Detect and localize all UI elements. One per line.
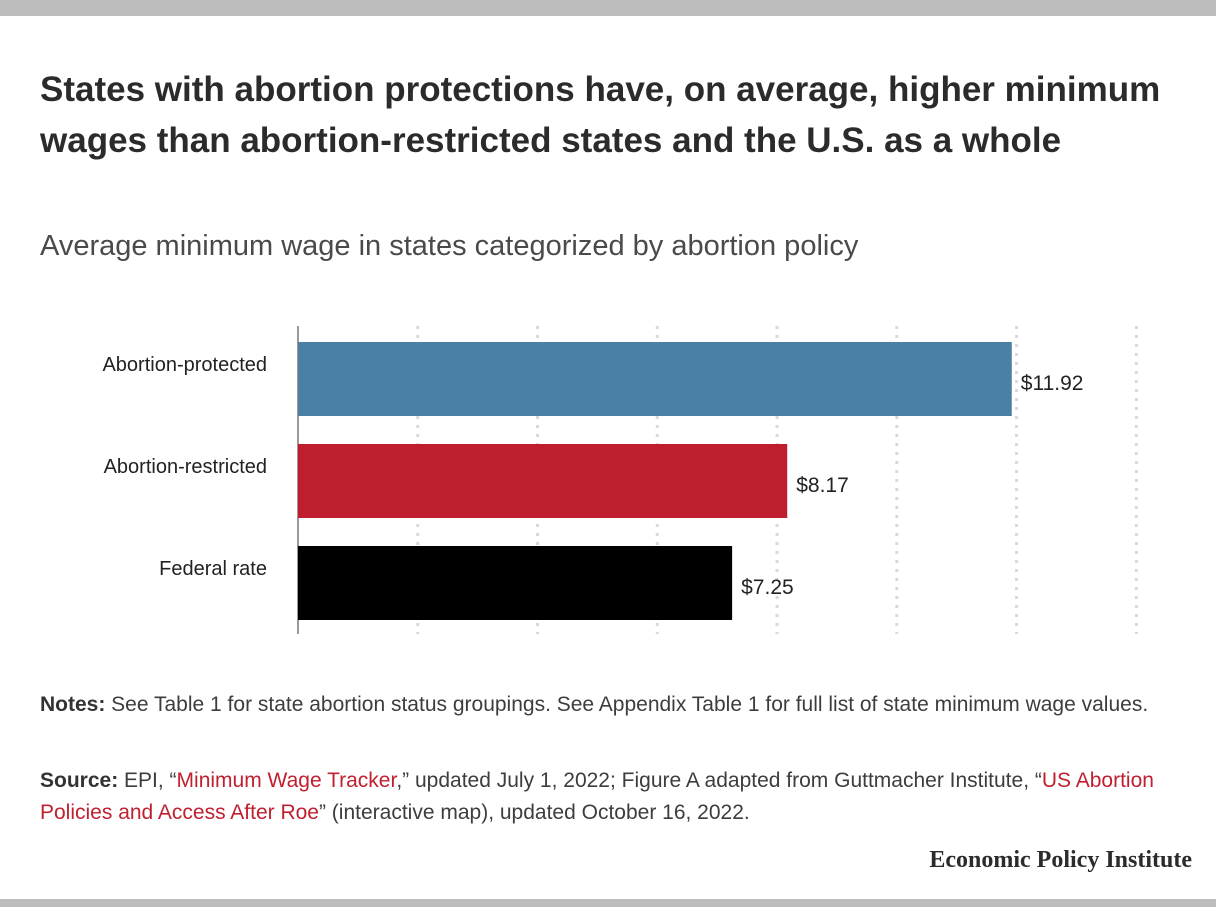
bar-federal-rate: [298, 546, 733, 620]
minimum-wage-tracker-link[interactable]: Minimum Wage Tracker: [176, 769, 397, 792]
bar-chart: Abortion-protected $11.92 Abortion-restric…: [102, 326, 1138, 634]
source-text-3: ” (interactive map), updated October 16,…: [318, 801, 750, 824]
value-label: $8.17: [796, 474, 849, 497]
top-band: [0, 0, 1216, 16]
bars: Abortion-protected $11.92 Abortion-restric…: [102, 342, 1083, 620]
chart-title: States with abortion protections have, o…: [40, 70, 1161, 160]
source: Source: EPI, “Minimum Wage Tracker,” upd…: [40, 765, 1180, 829]
notes: Notes: See Table 1 for state abortion st…: [40, 689, 1180, 721]
source-text-2: ,” updated July 1, 2022; Figure A adapte…: [396, 769, 1042, 792]
category-label: Federal rate: [159, 558, 267, 580]
chart-subtitle: Average minimum wage in states categoriz…: [40, 230, 859, 262]
category-label: Abortion-protected: [102, 354, 267, 376]
notes-label: Notes:: [40, 693, 106, 716]
bottom-band: [0, 899, 1216, 907]
notes-text: See Table 1 for state abortion status gr…: [105, 693, 1149, 716]
bar-abortion-protected: [298, 342, 1012, 416]
value-label: $11.92: [1021, 372, 1084, 395]
source-text-1: EPI, “: [118, 769, 177, 792]
category-label: Abortion-restricted: [104, 456, 267, 478]
bar-abortion-restricted: [298, 444, 788, 518]
value-label: $7.25: [741, 576, 794, 599]
source-label: Source:: [40, 769, 119, 792]
guttmacher-map-link[interactable]: US Abortion Policies and Access After Ro…: [40, 769, 1154, 824]
epi-logo: Economic Policy Institute: [929, 847, 1192, 873]
